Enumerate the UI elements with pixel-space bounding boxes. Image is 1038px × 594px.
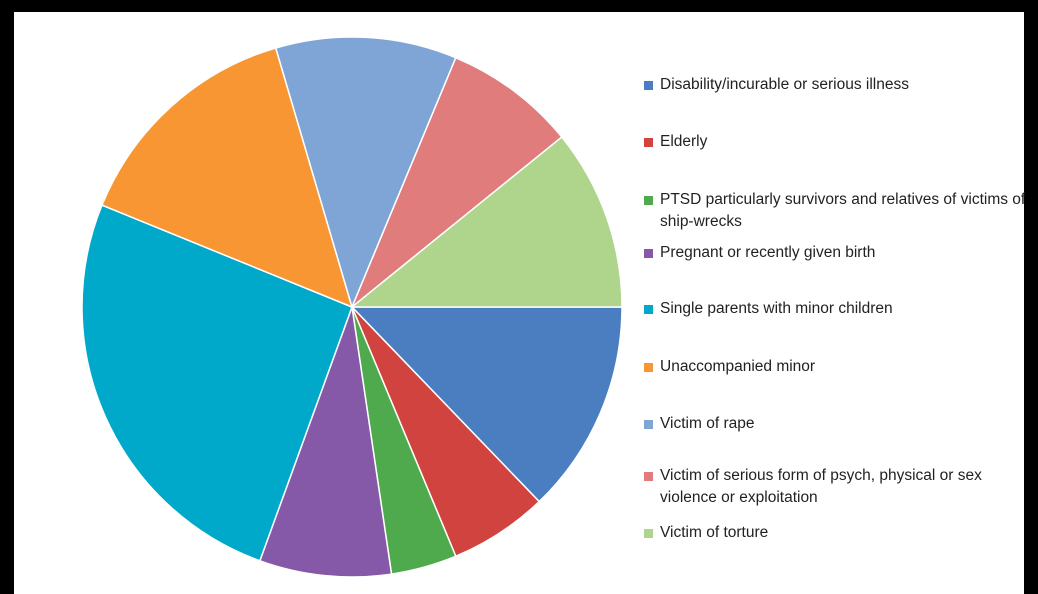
legend-swatch bbox=[644, 138, 653, 147]
pie-slice-8 bbox=[349, 135, 623, 308]
legend-swatch bbox=[644, 81, 653, 90]
pie-slice-4 bbox=[81, 204, 353, 562]
legend-swatch bbox=[644, 363, 653, 372]
legend-item-4: Single parents with minor children bbox=[644, 298, 1034, 320]
legend-item-1: Elderly bbox=[644, 131, 1034, 153]
legend-label: Disability/incurable or serious illness bbox=[660, 76, 909, 93]
legend-item-3: Pregnant or recently given birth bbox=[644, 242, 1034, 264]
legend-label: Pregnant or recently given birth bbox=[660, 244, 876, 261]
legend-item-6: Victim of rape bbox=[644, 413, 1034, 435]
legend-label: PTSD particularly survivors and relative… bbox=[660, 191, 1026, 230]
legend-swatch bbox=[644, 420, 653, 429]
legend-swatch bbox=[644, 249, 653, 258]
legend-label: Victim of serious form of psych, physica… bbox=[660, 467, 982, 506]
legend-swatch bbox=[644, 196, 653, 205]
legend-label: Single parents with minor children bbox=[660, 300, 893, 317]
legend-label: Victim of rape bbox=[660, 415, 755, 432]
pie-slice-7 bbox=[351, 56, 563, 308]
pie-slice-6 bbox=[274, 36, 457, 310]
legend-label: Victim of torture bbox=[660, 524, 769, 541]
legend-item-8: Victim of torture bbox=[644, 522, 1034, 544]
legend-label: Elderly bbox=[660, 133, 708, 150]
legend-label: Unaccompanied minor bbox=[660, 358, 816, 375]
legend-swatch bbox=[644, 529, 653, 538]
legend-item-7: Victim of serious form of psych, physica… bbox=[644, 465, 1034, 509]
pie-slice-5 bbox=[100, 47, 354, 309]
legend-swatch bbox=[644, 472, 653, 481]
legend-item-5: Unaccompanied minor bbox=[644, 356, 1034, 378]
legend-swatch bbox=[644, 305, 653, 314]
pie-slice-3 bbox=[258, 306, 393, 578]
legend-item-0: Disability/incurable or serious illness bbox=[644, 74, 1034, 96]
pie-slice-0 bbox=[350, 306, 623, 503]
pie-chart bbox=[81, 36, 623, 578]
legend-item-2: PTSD particularly survivors and relative… bbox=[644, 189, 1034, 233]
